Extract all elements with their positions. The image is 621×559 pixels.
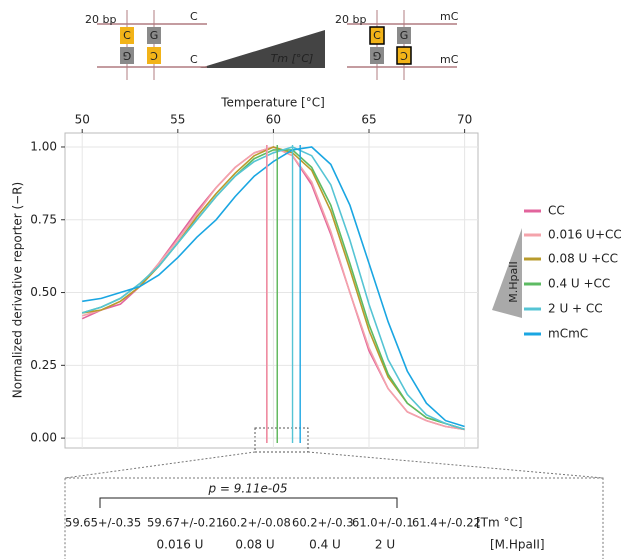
base-letter: G	[150, 29, 159, 42]
end-label: C	[190, 10, 198, 23]
base-letter: C	[400, 49, 408, 62]
base-box	[396, 46, 412, 65]
base-letter: G	[373, 49, 382, 62]
base-box	[369, 26, 385, 45]
base-box	[120, 47, 134, 64]
y-axis-label: Normalized derivative reporter (−R)	[11, 182, 25, 398]
base-letter: C	[373, 29, 381, 42]
end-label: mC	[440, 10, 459, 23]
p-bracket	[99, 497, 398, 508]
legend-label: 0.08 U +CC	[548, 252, 618, 266]
end-label: mC	[440, 53, 459, 66]
base-letter: C	[150, 49, 158, 62]
end-label: C	[190, 53, 198, 66]
dose-label: 2 U	[375, 538, 395, 552]
base-box	[147, 27, 161, 44]
y-tick-label: 1.00	[30, 139, 57, 153]
tm-label: 61.4+/-0.22	[412, 516, 481, 530]
base-letter: G	[123, 49, 132, 62]
base-box	[147, 47, 161, 64]
series-line	[81, 146, 465, 431]
x-tick-label: 55	[170, 113, 185, 127]
legend-label: CC	[548, 204, 565, 218]
bp-label: 20 bp	[335, 13, 366, 26]
base-box	[397, 27, 411, 44]
legend-label: 2 U + CC	[548, 302, 603, 316]
legend-label: 0.016 U+CC	[548, 228, 621, 242]
bp-label: 20 bp	[85, 13, 116, 26]
tm-label: 59.67+/-0.21	[147, 516, 223, 530]
y-tick-label: 0.50	[30, 285, 57, 299]
y-tick-label: 0.75	[30, 212, 57, 226]
tm-label: 60.2+/-0.3	[292, 516, 354, 530]
tm-label: 60.2+/-0.08	[222, 516, 291, 530]
legend-label: mCmC	[548, 327, 588, 341]
x-tick-label: 60	[266, 113, 281, 127]
gradient-label: Tm [°C]	[271, 52, 314, 65]
x-axis-label: Temperature [°C]	[220, 96, 325, 110]
hpaii-triangle	[492, 228, 522, 318]
legend-label: 0.4 U +CC	[548, 277, 610, 291]
dose-label: 0.016 U	[157, 538, 204, 552]
tm-label: 61.0+/-0.1	[352, 516, 414, 530]
x-tick-label: 70	[457, 113, 472, 127]
x-tick-label: 65	[361, 113, 376, 127]
y-tick-label: 0.00	[30, 431, 57, 445]
dose-label: 0.08 U	[235, 538, 274, 552]
base-letter: C	[123, 29, 131, 42]
base-box	[370, 47, 384, 64]
tm-gradient	[200, 30, 325, 68]
plot-frame	[64, 132, 479, 449]
p-value: p = 9.11e-05	[207, 482, 287, 496]
x-tick-label: 50	[75, 113, 90, 127]
base-box	[120, 27, 134, 44]
series-line	[82, 146, 465, 428]
base-letter: G	[400, 29, 409, 42]
tm-unit: [Tm °C]	[476, 516, 523, 530]
hpaii-label: M.HpaII	[507, 261, 520, 302]
dose-unit: [M.HpaII]	[490, 538, 545, 552]
y-tick-label: 0.25	[30, 358, 57, 372]
tm-label: 59.65+/-0.35	[65, 516, 141, 530]
dose-label: 0.4 U	[309, 538, 341, 552]
zoom-inset	[64, 451, 604, 559]
